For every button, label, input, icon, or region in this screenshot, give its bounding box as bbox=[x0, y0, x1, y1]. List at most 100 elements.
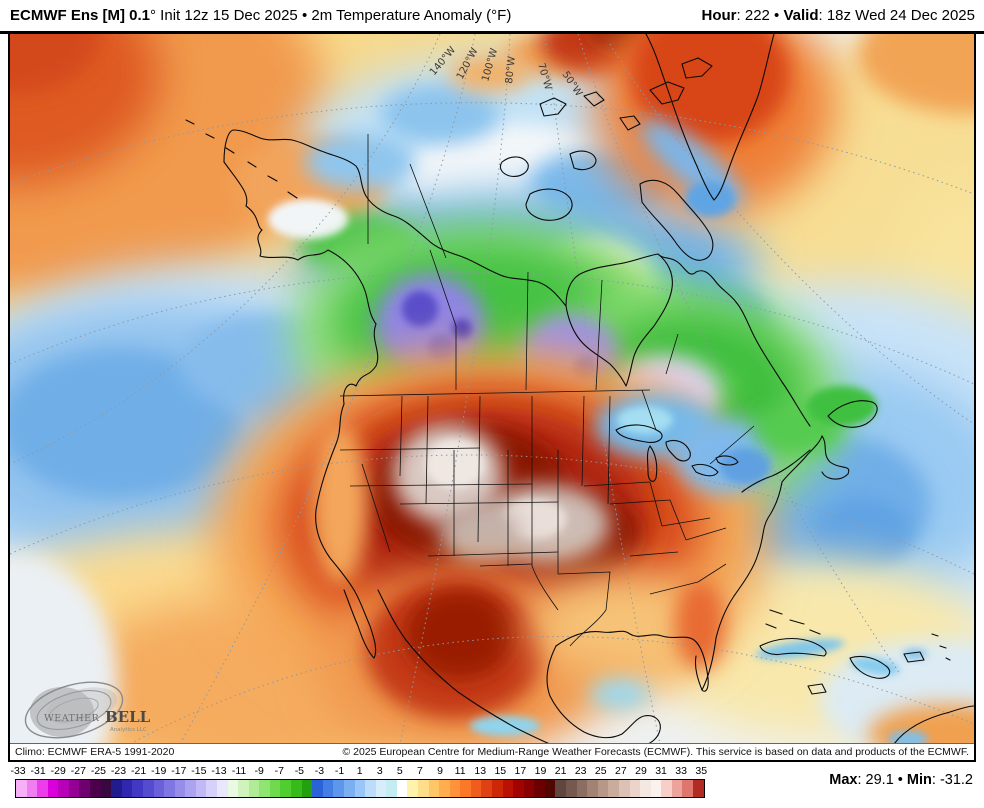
colorbar-cell bbox=[248, 780, 260, 797]
graticule bbox=[10, 34, 974, 744]
colorbar-tick-label: -23 bbox=[110, 765, 127, 777]
colorbar-cell bbox=[375, 780, 387, 797]
colorbar-cell bbox=[513, 780, 524, 797]
colorbar-tick-label: -11 bbox=[231, 765, 247, 777]
colorbar-cell bbox=[523, 780, 535, 797]
colorbar-tick-label: 33 bbox=[675, 765, 687, 777]
climo-note: Climo: ECMWF ERA-5 1991-2020 bbox=[15, 746, 175, 758]
colorbar-tick-label: -25 bbox=[90, 765, 107, 777]
model-name: ECMWF Ens [M] 0.1 bbox=[10, 7, 151, 24]
colorbar-cell bbox=[555, 780, 567, 797]
legend: -33 -31 -29 -27 -25 -23 -21 -19 -17 -15 -13 -11 -9 -7… bbox=[0, 762, 984, 808]
colorbar bbox=[15, 779, 705, 798]
colorbar-cell bbox=[502, 780, 514, 797]
colorbar-tick-label: -13 bbox=[211, 765, 227, 777]
colorbar-tick-label: 17 bbox=[514, 765, 527, 777]
colorbar-cell bbox=[386, 780, 397, 797]
map-title: ECMWF Ens [M] 0.1° Init 12z 15 Dec 2025 … bbox=[10, 7, 511, 24]
valid-value: : 18z Wed 24 Dec 2025 bbox=[818, 7, 976, 24]
colorbar-tick-label: 21 bbox=[554, 765, 567, 777]
colorbar-ticks: -33 -31 -29 -27 -25 -23 -21 -19 -17 -15 -13 -11 -9 -7… bbox=[8, 765, 713, 778]
colorbar-tick-label: 35 bbox=[695, 765, 708, 777]
hour-value: : 222 • bbox=[736, 7, 784, 24]
colorbar-tick-label: -3 bbox=[314, 765, 325, 777]
header: ECMWF Ens [M] 0.1° Init 12z 15 Dec 2025 … bbox=[0, 0, 984, 34]
colorbar-cell bbox=[322, 780, 334, 797]
logo-weather-text: WEATHER bbox=[44, 713, 100, 724]
colorbar-cell bbox=[312, 780, 323, 797]
colorbar-cell bbox=[142, 780, 154, 797]
colorbar-tick-label: -31 bbox=[30, 765, 46, 777]
colorbar-cell bbox=[195, 780, 207, 797]
colorbar-cell bbox=[259, 780, 270, 797]
attribution-bar: Climo: ECMWF ERA-5 1991-2020 © 2025 Euro… bbox=[10, 743, 974, 760]
colorbar-tick-label: -19 bbox=[151, 765, 167, 777]
colorbar-tick-label: 5 bbox=[396, 765, 403, 777]
colorbar-tick-label: 31 bbox=[655, 765, 667, 777]
colorbar-cell bbox=[164, 780, 175, 797]
valid-label: Valid bbox=[783, 7, 819, 24]
colorbar-cell bbox=[640, 780, 651, 797]
colorbar-tick-label: -1 bbox=[334, 765, 345, 777]
colorbar-tick-label: -33 bbox=[10, 765, 26, 777]
weatherbell-swirl-icon bbox=[24, 681, 124, 739]
colorbar-cell bbox=[597, 780, 609, 797]
colorbar-cell bbox=[428, 780, 440, 797]
colorbar-cell bbox=[227, 780, 239, 797]
colorbar-tick-label: 25 bbox=[594, 765, 607, 777]
min-label: Min bbox=[906, 772, 932, 788]
colorbar-cell bbox=[132, 780, 143, 797]
colorbar-cell bbox=[682, 780, 693, 797]
copyright-note: © 2025 European Centre for Medium-Range … bbox=[342, 746, 969, 758]
colorbar-cell bbox=[269, 780, 281, 797]
political-borders bbox=[339, 134, 755, 647]
colorbar-tick-label: -15 bbox=[191, 765, 207, 777]
colorbar-cell bbox=[354, 780, 366, 797]
colorbar-cell bbox=[417, 780, 429, 797]
colorbar-tick-label: -27 bbox=[70, 765, 86, 777]
colorbar-cell bbox=[449, 780, 461, 797]
colorbar-cell bbox=[37, 780, 48, 797]
colorbar-tick-label: 13 bbox=[474, 765, 487, 777]
colorbar-cell bbox=[26, 780, 38, 797]
colorbar-tick-label: 3 bbox=[376, 765, 383, 777]
colorbar-tick-label: -5 bbox=[294, 765, 305, 777]
colorbar-tick-label: 19 bbox=[534, 765, 547, 777]
colorbar-cell bbox=[629, 780, 641, 797]
logo-subtitle-text: Analytics LLC bbox=[110, 727, 147, 733]
colorbar-cell bbox=[608, 780, 619, 797]
colorbar-tick-label: -9 bbox=[254, 765, 264, 777]
colorbar-cell bbox=[587, 780, 598, 797]
colorbar-cell bbox=[693, 780, 704, 797]
colorbar-cell bbox=[576, 780, 588, 797]
colorbar-cell bbox=[365, 780, 376, 797]
colorbar-cell bbox=[481, 780, 493, 797]
colorbar-cell bbox=[291, 780, 302, 797]
colorbar-cell bbox=[216, 780, 228, 797]
colorbar-cell bbox=[153, 780, 165, 797]
colorbar-cell bbox=[79, 780, 91, 797]
colorbar-cell bbox=[460, 780, 471, 797]
colorbar-tick-label: 9 bbox=[437, 765, 443, 777]
colorbar-cell bbox=[661, 780, 672, 797]
colorbar-tick-label: 29 bbox=[635, 765, 647, 777]
colorbar-cell bbox=[121, 780, 133, 797]
colorbar-tick-label: 27 bbox=[615, 765, 627, 777]
colorbar-cell bbox=[58, 780, 69, 797]
hour-label: Hour bbox=[701, 7, 737, 24]
colorbar-tick-label: -21 bbox=[131, 765, 147, 777]
forecast-time: Hour: 222 • Valid: 18z Wed 24 Dec 2025 bbox=[702, 7, 975, 24]
colorbar-cell bbox=[470, 780, 482, 797]
coastlines bbox=[185, 34, 974, 744]
colorbar-tick-label: 11 bbox=[454, 765, 466, 777]
colorbar-cell bbox=[439, 780, 450, 797]
colorbar-cell bbox=[100, 780, 112, 797]
colorbar-cell bbox=[90, 780, 101, 797]
max-value: : 29.1 • bbox=[857, 772, 907, 788]
colorbar-cell bbox=[301, 780, 313, 797]
colorbar-cell bbox=[111, 780, 122, 797]
max-min-readout: Max: 29.1 • Min: -31.2 bbox=[829, 772, 973, 788]
colorbar-cell bbox=[68, 780, 80, 797]
map-canvas: 140°W 120°W 100°W 80°W 70°W 50°W WEATHER… bbox=[10, 34, 974, 744]
colorbar-cell bbox=[16, 780, 27, 797]
